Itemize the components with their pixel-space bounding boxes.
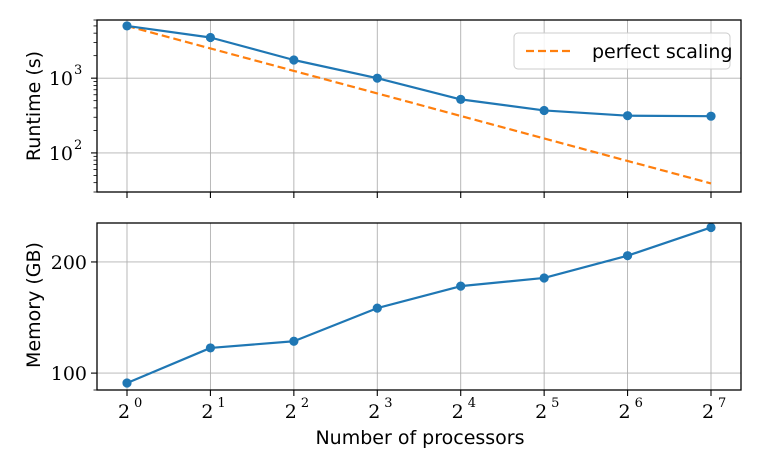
runtime-series	[122, 21, 716, 185]
legend-perfect-scaling-label: perfect scaling	[592, 41, 733, 63]
memory-x-tick-exponent: 1	[217, 396, 225, 411]
memory-x-tick-label: 2	[452, 401, 464, 423]
memory-ticks	[91, 261, 712, 396]
legend: perfect scaling	[513, 32, 733, 70]
memory-x-tick-label: 2	[118, 401, 130, 423]
memory-series-line	[126, 226, 712, 385]
runtime-ticks	[91, 19, 712, 198]
runtime-y-tick-label: 10	[49, 68, 73, 90]
runtime-y-tick-label: 10	[49, 143, 73, 165]
runtime-data-point	[205, 32, 216, 43]
memory-plot-frame	[96, 222, 742, 391]
runtime-data-point	[456, 94, 466, 104]
memory-data-point	[706, 222, 716, 233]
memory-x-axis-label: Number of processors	[315, 427, 524, 449]
legend-box	[513, 32, 731, 70]
memory-data-point	[289, 336, 299, 346]
memory-y-tick-labels: 100 200	[51, 252, 87, 385]
memory-y-axis-label: Memory (GB)	[23, 242, 45, 368]
memory-data-point	[622, 251, 633, 261]
memory-x-tick-exponent: 0	[134, 396, 142, 411]
runtime-series-line	[126, 24, 712, 118]
runtime-data-point	[706, 111, 716, 121]
memory-x-tick-label: 2	[702, 401, 714, 423]
runtime-data-point	[289, 55, 299, 65]
runtime-data-point	[539, 105, 549, 116]
memory-x-tick-exponent: 5	[551, 396, 559, 411]
memory-x-tick-exponent: 7	[718, 396, 726, 411]
memory-data-point	[122, 378, 132, 388]
memory-data-point	[456, 281, 466, 291]
memory-x-tick-label: 2	[368, 401, 380, 423]
runtime-data-point	[122, 21, 132, 31]
memory-x-tick-exponent: 2	[301, 396, 309, 411]
memory-x-tick-exponent: 6	[635, 396, 643, 411]
memory-x-tick-exponent: 4	[468, 396, 476, 411]
memory-x-tick-label: 2	[535, 401, 547, 423]
memory-x-tick-exponent: 3	[384, 396, 392, 411]
memory-y-tick-label: 200	[51, 252, 87, 274]
memory-x-tick-label: 2	[201, 401, 213, 423]
memory-y-tick-label: 100	[51, 363, 87, 385]
runtime-y-tick-exponent: 3	[74, 63, 82, 78]
runtime-plot-frame	[96, 19, 742, 193]
memory-x-tick-label: 2	[619, 401, 631, 423]
runtime-perfect-scaling-line	[126, 24, 712, 185]
memory-x-tick-label: 2	[285, 401, 297, 423]
runtime-y-tick-exponent: 2	[74, 138, 82, 153]
runtime-y-axis-label: Runtime (s)	[23, 51, 45, 161]
memory-series	[122, 222, 716, 388]
runtime-data-point	[622, 111, 633, 121]
memory-data-point	[539, 273, 549, 283]
memory-data-point	[372, 303, 382, 313]
memory-grid	[97, 223, 741, 390]
runtime-data-point	[372, 73, 382, 83]
memory-data-point	[205, 343, 216, 353]
